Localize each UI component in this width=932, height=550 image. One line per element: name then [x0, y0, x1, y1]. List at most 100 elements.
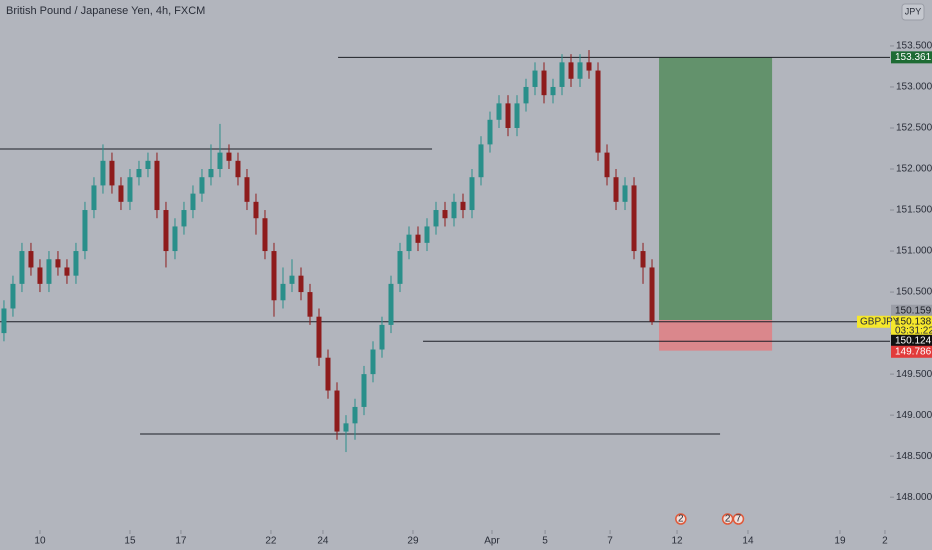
candle-body	[190, 193, 196, 211]
candle-body	[352, 406, 358, 424]
y-tick-label: 148.000	[896, 492, 932, 503]
candle-body	[559, 62, 565, 87]
candle-body	[460, 201, 466, 211]
x-tick-label: 17	[175, 536, 187, 547]
x-tick-label: 22	[265, 536, 277, 547]
event-label: 2	[678, 514, 684, 525]
candle-body	[622, 185, 628, 202]
candle-body	[253, 201, 259, 219]
symbol-tag	[857, 315, 890, 328]
y-tick-label: 152.500	[896, 123, 932, 134]
price-tag	[891, 51, 932, 64]
candle-body	[613, 177, 619, 202]
candle-body	[631, 185, 637, 252]
candle-body	[244, 177, 250, 202]
candle-body	[37, 267, 43, 284]
candle-body	[46, 259, 52, 284]
x-tick-label: 24	[317, 536, 329, 547]
price-tag-label: 150.138	[895, 316, 932, 327]
candle-body	[361, 374, 367, 407]
plot-area	[0, 50, 890, 453]
candle-body	[379, 324, 385, 350]
y-tick-label: 153.000	[896, 82, 932, 93]
candle-body	[10, 283, 16, 309]
candle-body	[343, 423, 349, 432]
candle-body	[235, 160, 241, 178]
price-tag-label: 150.124	[895, 335, 932, 346]
candle-body	[370, 349, 376, 375]
candle-body	[316, 316, 322, 358]
candle-body	[19, 251, 25, 284]
event-badge	[675, 513, 687, 525]
candle-body	[433, 210, 439, 227]
candle-body	[154, 160, 160, 211]
candle-body	[424, 226, 430, 243]
candle-body	[604, 152, 610, 178]
candle-body	[478, 144, 484, 178]
countdown-tag	[891, 324, 932, 336]
x-tick-label: 19	[834, 536, 846, 547]
candle-body	[127, 177, 133, 202]
x-tick-label: 15	[124, 536, 136, 547]
candle-body	[1, 308, 7, 334]
event-label: 7	[736, 514, 742, 525]
event-label: 2	[725, 514, 731, 525]
candle-body	[514, 103, 520, 128]
candle-body	[118, 185, 124, 202]
currency-label[interactable]: JPY	[905, 6, 922, 16]
candle-body	[334, 390, 340, 432]
candle-body	[100, 160, 106, 186]
candle-body	[487, 119, 493, 145]
price-tag	[891, 345, 932, 358]
candle-body	[208, 169, 214, 178]
candle-body	[496, 103, 502, 120]
y-tick-label: 149.000	[896, 410, 932, 421]
candle-body	[532, 70, 538, 87]
candle-body	[550, 86, 556, 96]
x-tick-label: 2	[882, 536, 888, 547]
countdown-label: 03:31:22	[895, 325, 932, 336]
candle-body	[523, 86, 529, 104]
candle-body	[649, 267, 655, 322]
candle-body	[541, 70, 547, 96]
candle-body	[307, 292, 313, 317]
symbol-label: GBPJPY	[860, 316, 900, 327]
candle-body	[397, 251, 403, 284]
candle-body	[172, 226, 178, 252]
candle-body	[325, 357, 331, 391]
y-tick-label: 151.000	[896, 246, 932, 257]
x-tick-label: 12	[671, 536, 683, 547]
price-tag-label: 153.361	[895, 52, 932, 63]
candle-body	[28, 251, 34, 268]
x-tick-label: 29	[407, 536, 419, 547]
candle-body	[406, 234, 412, 252]
candle-body	[262, 218, 268, 252]
candle-body	[217, 152, 223, 170]
price-tag	[891, 334, 932, 347]
x-tick-label: 14	[742, 536, 754, 547]
candle-body	[136, 169, 142, 178]
candle-body	[271, 251, 277, 301]
currency-button[interactable]	[901, 3, 925, 21]
candle-body	[442, 210, 448, 219]
candle-body	[577, 62, 583, 79]
loss-zone	[659, 320, 773, 351]
price-tag-label: 149.786	[895, 346, 932, 357]
candle-body	[595, 70, 601, 153]
candle-body	[415, 234, 421, 243]
y-tick-label: 151.500	[896, 205, 932, 216]
x-tick-label: 10	[34, 536, 46, 547]
candle-body	[55, 259, 61, 268]
candle-body	[640, 251, 646, 268]
y-tick-label: 148.500	[896, 451, 932, 462]
candle-body	[568, 62, 574, 79]
x-tick-label: Apr	[484, 536, 500, 547]
price-tag	[891, 304, 932, 317]
candle-body	[73, 251, 79, 276]
event-badge	[732, 513, 745, 525]
candle-body	[109, 160, 115, 186]
candle-body	[469, 177, 475, 211]
y-tick-label: 149.500	[896, 369, 932, 380]
x-tick-label: 7	[607, 536, 613, 547]
